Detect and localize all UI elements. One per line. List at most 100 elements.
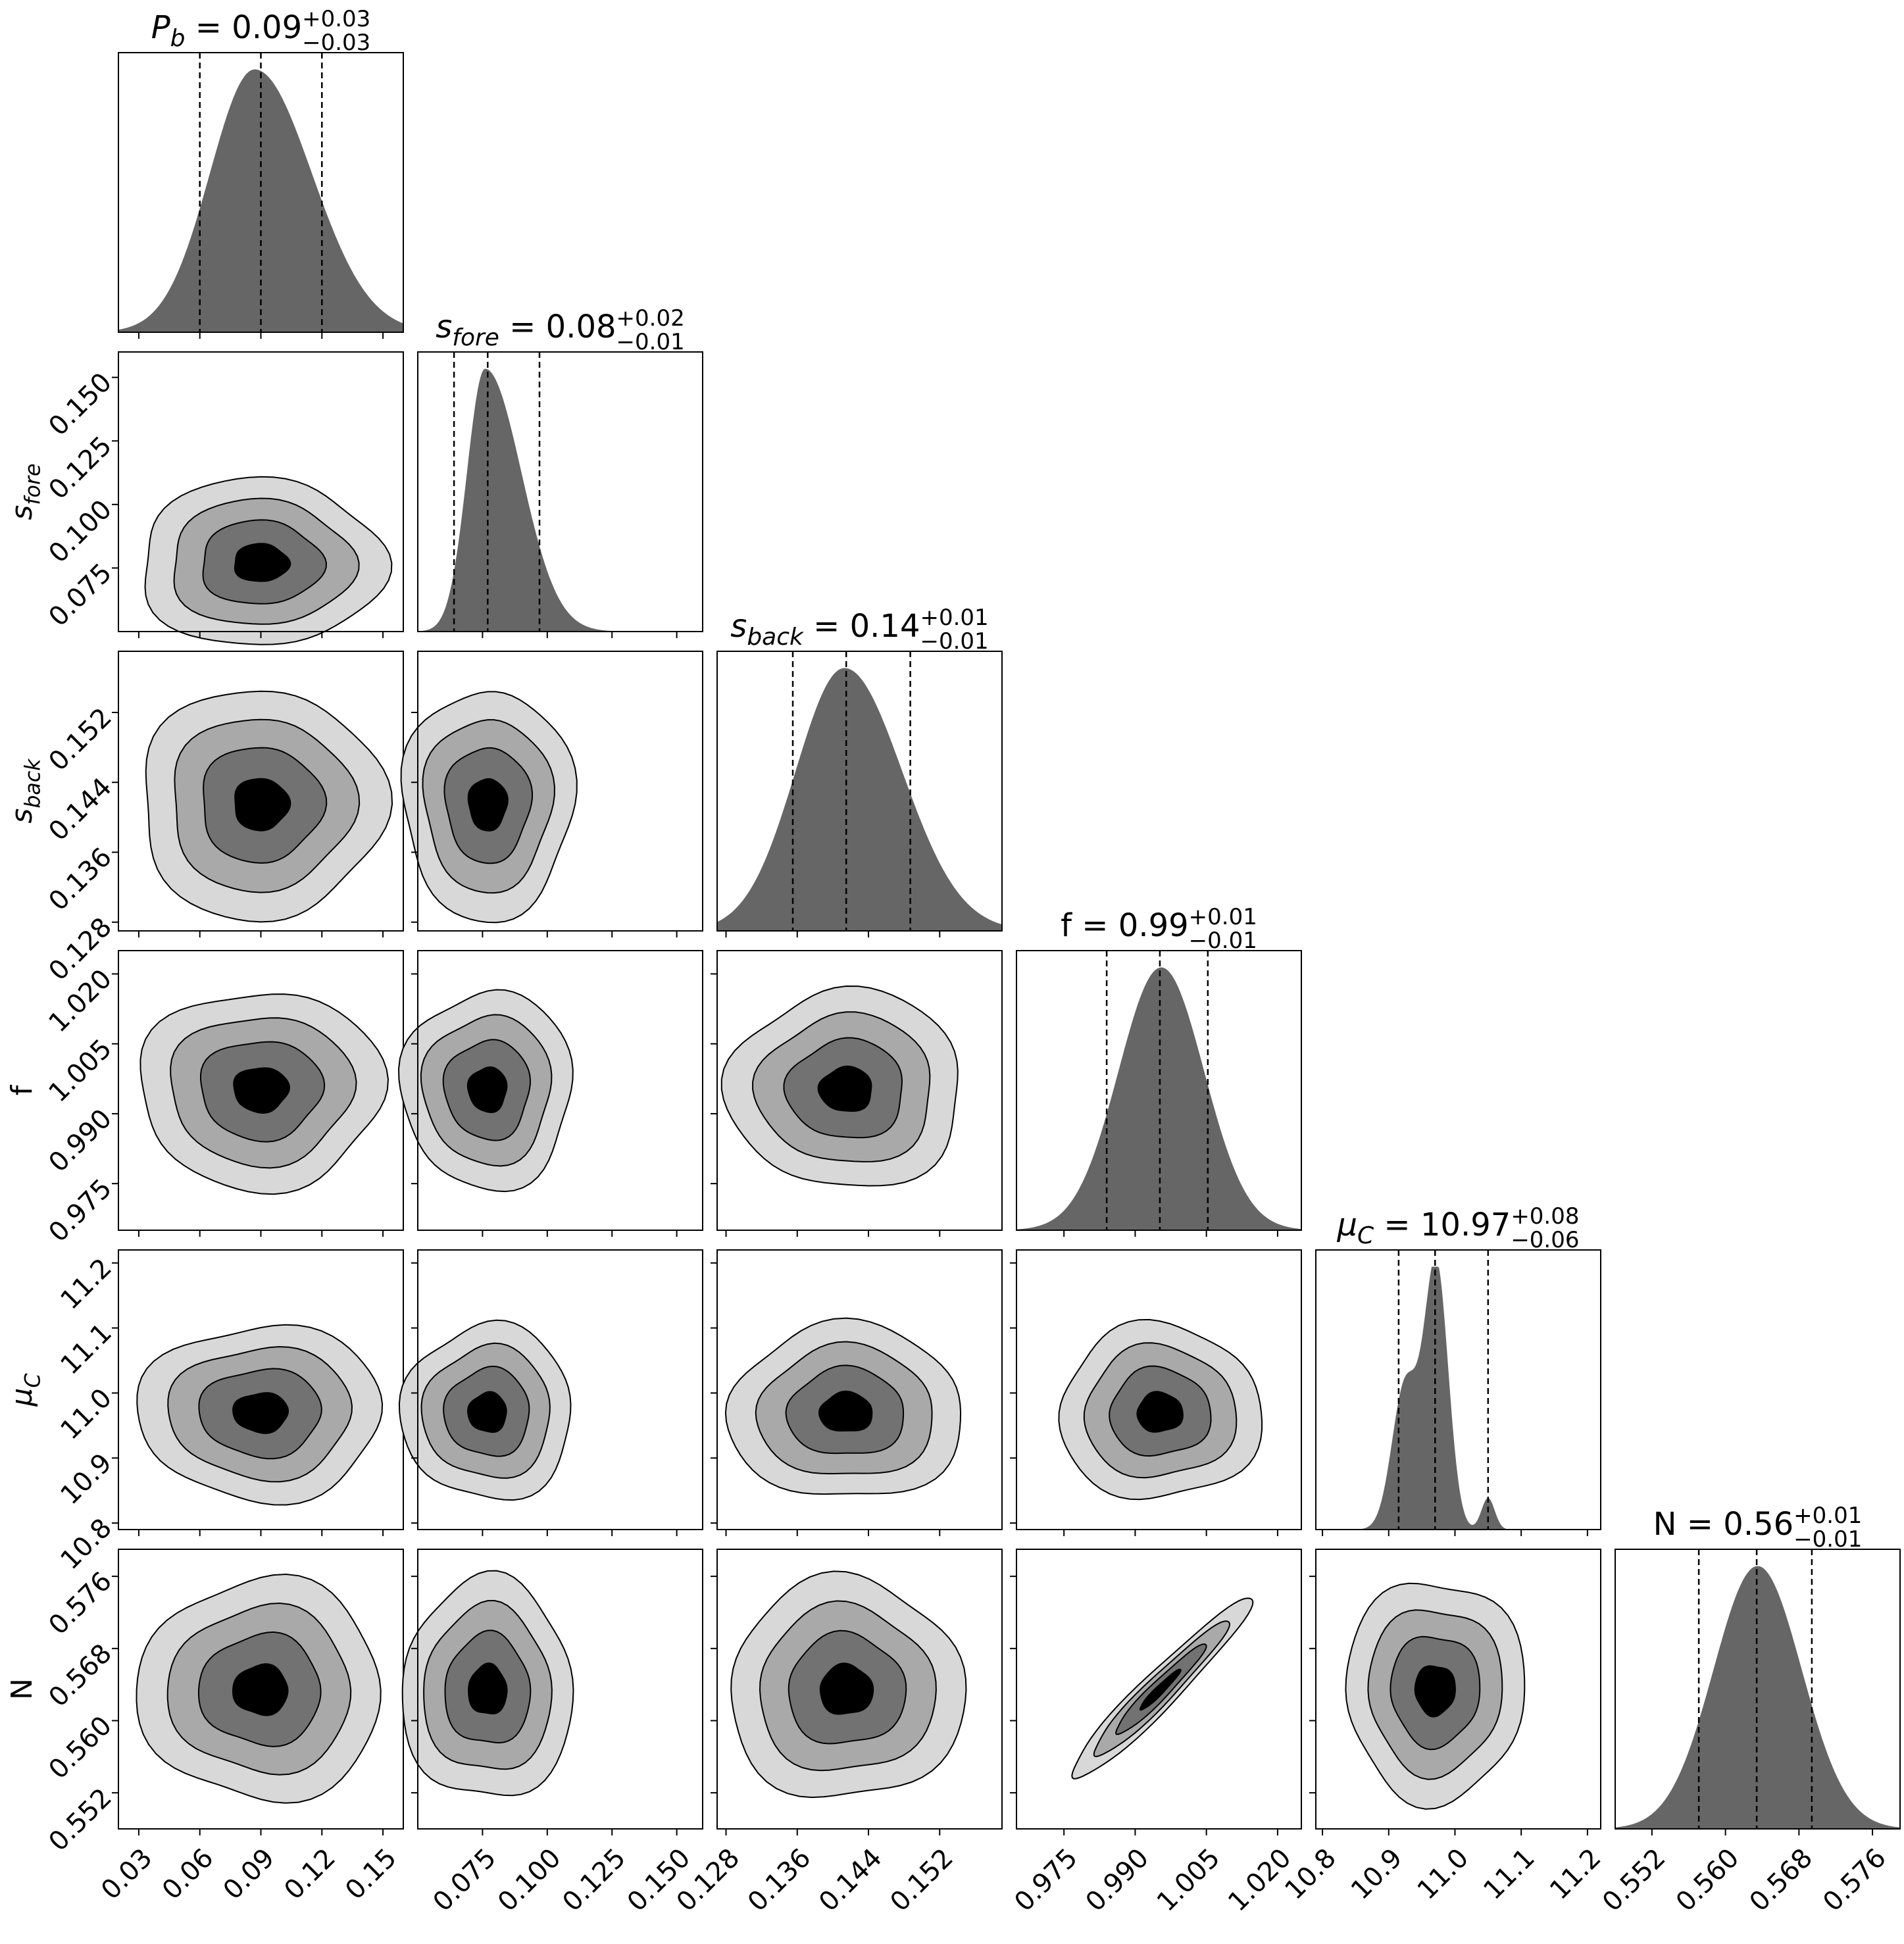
- contour-level-4: [818, 1390, 873, 1432]
- panel-muC-muC: μC = 10.97+0.08−0.06: [1315, 1203, 1601, 1536]
- panel-muC-sback: [711, 1249, 1003, 1536]
- x-tick-label: 0.975: [1009, 1843, 1084, 1918]
- title-minus-muC: −0.06: [1511, 1227, 1579, 1253]
- y-tick-label: 0.144: [43, 772, 118, 847]
- panel-sback-sfore: [400, 651, 703, 937]
- contour-group-muC-N: [1345, 1582, 1526, 1810]
- title-minus-Pb: −0.03: [302, 30, 370, 56]
- panel-f-sback: [711, 950, 1003, 1237]
- title-minus-sback: −0.01: [920, 628, 988, 655]
- contour-level-4: [467, 778, 509, 832]
- y-tick-label: 10.8: [55, 1513, 118, 1576]
- x-tick-label: 0.03: [95, 1843, 159, 1906]
- y-axis-label-f: f: [5, 1084, 39, 1095]
- title-minus-N: −0.01: [1793, 1526, 1862, 1553]
- x-tick-label: 0.075: [428, 1843, 503, 1918]
- contour-group-sfore-f: [397, 989, 574, 1193]
- axes-frame: [1016, 950, 1302, 1231]
- contour-group-f-muC: [1058, 1318, 1263, 1501]
- title-Pb: Pb = 0.09+0.03: [151, 6, 371, 52]
- x-tick-label: 0.568: [1744, 1843, 1819, 1918]
- contour-group-Pb-N: [136, 1573, 382, 1804]
- axes-frame: [1315, 1249, 1601, 1530]
- x-tick-label: 10.8: [1279, 1843, 1342, 1906]
- x-tick-label: 0.09: [218, 1843, 281, 1906]
- contour-level-4: [466, 1391, 507, 1433]
- axes-frame: [417, 1549, 703, 1830]
- x-tick-label: 0.552: [1597, 1843, 1672, 1918]
- x-tick-label: 0.990: [1080, 1843, 1155, 1918]
- x-tick-label: 0.15: [339, 1843, 403, 1906]
- x-tick-label: 0.100: [492, 1843, 567, 1918]
- contour-level-4: [468, 1662, 508, 1715]
- x-tick-label: 10.9: [1345, 1843, 1409, 1906]
- y-tick-label: 0.150: [43, 367, 118, 442]
- axes-frame: [1016, 1549, 1302, 1830]
- contour-level-4: [232, 1392, 289, 1434]
- axes-frame: [417, 1249, 703, 1530]
- y-tick-label: 0.152: [43, 702, 118, 777]
- x-tick-label: 0.144: [813, 1843, 888, 1918]
- panel-f-f: f = 0.99+0.01−0.01: [1016, 904, 1302, 1237]
- histogram-sfore: [418, 368, 703, 632]
- contour-group-sback-f: [720, 985, 959, 1187]
- y-axis-label-sback: sback: [5, 758, 45, 824]
- contour-group-sfore-N: [401, 1570, 574, 1797]
- panel-muC-f: [1010, 1249, 1302, 1536]
- histogram-sback: [717, 668, 1002, 931]
- contour-group-f-N: [1071, 1597, 1254, 1780]
- panel-sfore-sfore: sfore = 0.08+0.02−0.01: [417, 305, 703, 638]
- histogram-muC: [1316, 1266, 1601, 1530]
- y-tick-label: 11.1: [55, 1318, 118, 1381]
- panel-sback-sback: sback = 0.14+0.01−0.01: [716, 605, 1003, 937]
- contour-level-4: [819, 1662, 874, 1715]
- histogram-N: [1615, 1566, 1900, 1829]
- y-tick-label: 11.0: [55, 1383, 118, 1446]
- axes-frame: [1315, 1549, 1601, 1830]
- y-tick-label: 10.9: [55, 1448, 118, 1511]
- y-tick-label: 0.100: [43, 494, 118, 569]
- title-muC: μC = 10.97+0.08: [1336, 1203, 1579, 1249]
- contour-level-4: [1136, 1391, 1184, 1433]
- panel-muC-sfore: [398, 1249, 703, 1536]
- x-tick-label: 0.152: [884, 1843, 959, 1918]
- contour-level-4: [1414, 1665, 1456, 1718]
- title-N: N = 0.56+0.01: [1653, 1503, 1863, 1543]
- axes-frame: [716, 651, 1003, 932]
- x-tick-label: 1.005: [1151, 1843, 1226, 1918]
- contour-level-4: [234, 778, 291, 832]
- title-minus-sfore: −0.01: [616, 329, 685, 355]
- y-tick-label: 0.125: [43, 431, 118, 506]
- y-tick-label: 0.990: [43, 1103, 118, 1178]
- x-tick-label: 0.136: [742, 1843, 817, 1918]
- panel-muC-Pb: 10.810.911.011.111.2: [55, 1249, 404, 1576]
- y-axis-label-muC: μC: [5, 1373, 45, 1407]
- axes-frame: [1016, 1249, 1302, 1530]
- axes-frame: [716, 1249, 1003, 1530]
- contour-group-Pb-sback: [145, 690, 393, 923]
- axes-frame: [417, 651, 703, 932]
- y-tick-label: 0.975: [43, 1174, 118, 1249]
- x-tick-label: 0.125: [557, 1843, 632, 1918]
- contour-level-4: [233, 1067, 291, 1114]
- contour-level-4: [466, 1066, 508, 1114]
- y-tick-label: 0.576: [43, 1566, 118, 1641]
- y-axis-label-N: N: [5, 1678, 39, 1700]
- panel-f-sfore: [397, 950, 703, 1237]
- title-f: f = 0.99+0.01: [1061, 904, 1257, 944]
- axes-frame: [716, 950, 1003, 1231]
- title-sback: sback = 0.14+0.01: [730, 605, 988, 651]
- contour-group-Pb-f: [139, 993, 389, 1195]
- y-tick-label: 11.2: [55, 1253, 118, 1316]
- contour-group-Pb-muC: [136, 1324, 384, 1506]
- y-tick-label: 0.560: [43, 1710, 118, 1785]
- x-tick-label: 11.1: [1478, 1843, 1541, 1906]
- x-tick-label: 0.560: [1670, 1843, 1745, 1918]
